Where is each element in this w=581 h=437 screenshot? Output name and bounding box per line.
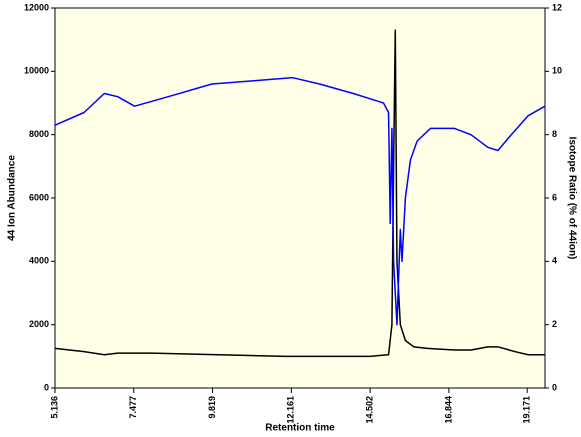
y-axis-title: 44 Ion Abundance — [7, 155, 18, 241]
y-tick-label: 6000 — [29, 192, 49, 202]
data-line — [54, 29, 545, 358]
y2-axis-title: Isotope Ratio (% of 44ion) — [566, 137, 577, 260]
x-tick-label: 7.477 — [128, 396, 138, 419]
y2-tick-label: 6 — [552, 192, 557, 202]
y-tick-label: 0 — [44, 382, 49, 392]
y2-tick-label: 10 — [552, 66, 562, 76]
x-tick-label: 12.161 — [286, 396, 296, 424]
x-tick-label: 9.819 — [207, 396, 217, 419]
y2-tick-label: 4 — [552, 256, 557, 266]
x-tick-label: 16.844 — [443, 396, 453, 424]
y2-tick-label: 0 — [552, 382, 557, 392]
x-tick-label: 5.136 — [49, 396, 59, 419]
y-tick-label: 12000 — [24, 2, 49, 12]
y-tick-label: 10000 — [24, 66, 49, 76]
y2-tick-label: 8 — [552, 129, 557, 139]
x-axis-title: Retention time — [265, 423, 335, 434]
y-tick-label: 2000 — [29, 319, 49, 329]
y2-tick-label: 12 — [552, 2, 562, 12]
data-line — [54, 76, 546, 326]
x-tick-label: 14.502 — [364, 396, 374, 424]
y2-tick-label: 2 — [552, 319, 557, 329]
y-tick-label: 4000 — [29, 256, 49, 266]
x-tick-label: 19.171 — [522, 396, 532, 424]
y-tick-label: 8000 — [29, 129, 49, 139]
plot-area — [54, 7, 546, 389]
